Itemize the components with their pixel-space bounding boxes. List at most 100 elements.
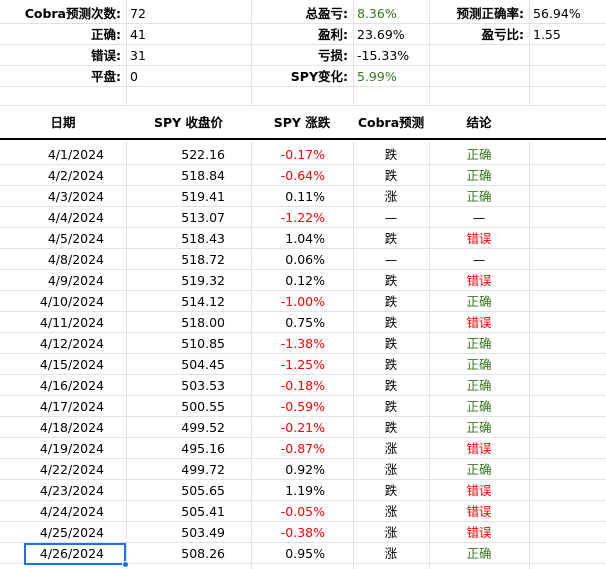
cell-spy-close[interactable]: 508.26 (181, 546, 225, 561)
cell-date[interactable]: 4/22/2024 (39, 462, 104, 477)
cell-date[interactable]: 4/3/2024 (47, 189, 104, 204)
total-pnl-value[interactable]: 8.36% (357, 6, 397, 21)
cell-date[interactable]: 4/15/2024 (39, 357, 104, 372)
cell-spy-close[interactable]: 518.72 (181, 252, 225, 267)
cell-date[interactable]: 4/16/2024 (39, 378, 104, 393)
cell-date[interactable]: 4/1/2024 (47, 147, 104, 162)
cell-date[interactable]: 4/8/2024 (47, 252, 104, 267)
cell-spy-change[interactable]: -0.87% (280, 441, 325, 456)
header-conclusion[interactable]: 结论 (466, 115, 492, 130)
empty-row[interactable] (0, 87, 606, 106)
cell-cobra-prediction[interactable]: 涨 (384, 525, 398, 540)
total-pnl-label[interactable]: 总盈亏: (305, 6, 349, 21)
cell-spy-close[interactable]: 519.41 (181, 189, 225, 204)
cell-conclusion[interactable]: 正确 (466, 546, 492, 561)
cell-spy-close[interactable]: 503.49 (181, 525, 225, 540)
cell-cobra-prediction[interactable]: 跌 (384, 315, 398, 330)
cell-cobra-prediction[interactable]: 涨 (384, 546, 398, 561)
cell-date[interactable]: 4/2/2024 (47, 168, 104, 183)
cell-conclusion[interactable]: 正确 (466, 168, 492, 183)
cell-date[interactable]: 4/24/2024 (39, 504, 104, 519)
cell-date[interactable]: 4/17/2024 (39, 399, 104, 414)
cell-conclusion[interactable]: 错误 (466, 315, 492, 330)
wrong-label[interactable]: 错误: (91, 48, 121, 63)
cell-spy-change[interactable]: -0.38% (280, 525, 325, 540)
accuracy-label[interactable]: 预测正确率: (456, 6, 525, 21)
cell-spy-close[interactable]: 518.00 (181, 315, 225, 330)
cell-spy-change[interactable]: 1.19% (285, 483, 325, 498)
cell-spy-change[interactable]: -0.59% (280, 399, 325, 414)
accuracy-value[interactable]: 56.94% (533, 6, 581, 21)
cell-spy-change[interactable]: 0.95% (285, 546, 325, 561)
cell-spy-close[interactable]: 505.41 (181, 504, 225, 519)
predictions-label[interactable]: Cobra预测次数: (24, 6, 121, 21)
loss-label[interactable]: 亏损: (318, 48, 348, 63)
spy-change-value[interactable]: 5.99% (357, 69, 397, 84)
cell-cobra-prediction[interactable]: 跌 (384, 336, 398, 351)
cell-conclusion[interactable]: 错误 (466, 504, 492, 519)
cell-conclusion[interactable]: 正确 (466, 294, 492, 309)
cell-date[interactable]: 4/11/2024 (39, 315, 104, 330)
cell-cobra-prediction[interactable]: — (384, 252, 398, 267)
cell-spy-close[interactable]: 510.85 (181, 336, 225, 351)
cell-spy-close[interactable]: 519.32 (181, 273, 225, 288)
cell-spy-close[interactable]: 503.53 (181, 378, 225, 393)
cell-spy-change[interactable]: 0.06% (285, 252, 325, 267)
cell-cobra-prediction[interactable]: 涨 (384, 189, 398, 204)
cell-conclusion[interactable]: — (472, 252, 486, 267)
cell-conclusion[interactable]: 错误 (466, 441, 492, 456)
cell-spy-change[interactable]: 0.12% (285, 273, 325, 288)
cell-date[interactable]: 4/26/2024 (39, 546, 104, 561)
cell-spy-change[interactable]: 1.04% (285, 231, 325, 246)
cell-spy-close[interactable]: 518.43 (181, 231, 225, 246)
cell-spy-change[interactable]: -0.18% (280, 378, 325, 393)
cell-cobra-prediction[interactable]: 跌 (384, 168, 398, 183)
cell-cobra-prediction[interactable]: 跌 (384, 294, 398, 309)
cell-cobra-prediction[interactable]: 跌 (384, 399, 398, 414)
fill-handle[interactable] (122, 561, 129, 568)
header-cobra-prediction[interactable]: Cobra预测 (357, 115, 425, 130)
cell-conclusion[interactable]: 正确 (466, 336, 492, 351)
cell-date[interactable]: 4/25/2024 (39, 525, 104, 540)
cell-cobra-prediction[interactable]: 跌 (384, 357, 398, 372)
cell-date[interactable]: 4/10/2024 (39, 294, 104, 309)
flat-value[interactable]: 0 (130, 69, 138, 84)
cell-cobra-prediction[interactable]: 跌 (384, 378, 398, 393)
cell-conclusion[interactable]: 正确 (466, 462, 492, 477)
cell-conclusion[interactable]: — (472, 210, 486, 225)
cell-cobra-prediction[interactable]: 跌 (384, 483, 398, 498)
cell-conclusion[interactable]: 错误 (466, 525, 492, 540)
cell-spy-change[interactable]: -0.64% (280, 168, 325, 183)
cell-conclusion[interactable]: 正确 (466, 399, 492, 414)
spy-change-label[interactable]: SPY变化: (290, 69, 348, 84)
cell-date[interactable]: 4/5/2024 (47, 231, 104, 246)
cell-spy-close[interactable]: 514.12 (181, 294, 225, 309)
correct-label[interactable]: 正确: (91, 27, 121, 42)
cell-conclusion[interactable]: 正确 (466, 357, 492, 372)
header-spy-change[interactable]: SPY 涨跌 (273, 115, 331, 130)
cell-cobra-prediction[interactable]: 涨 (384, 462, 398, 477)
cell-date[interactable]: 4/4/2024 (47, 210, 104, 225)
header-spy-close[interactable]: SPY 收盘价 (153, 115, 224, 130)
cell-conclusion[interactable]: 正确 (466, 147, 492, 162)
loss-value[interactable]: -15.33% (357, 48, 410, 63)
cell-spy-close[interactable]: 495.16 (181, 441, 225, 456)
cell-cobra-prediction[interactable]: 涨 (384, 441, 398, 456)
profit-value[interactable]: 23.69% (357, 27, 405, 42)
cell-date[interactable]: 4/18/2024 (39, 420, 104, 435)
cell-spy-close[interactable]: 499.52 (181, 420, 225, 435)
pl-ratio-value[interactable]: 1.55 (533, 27, 561, 42)
flat-label[interactable]: 平盘: (91, 69, 121, 84)
correct-value[interactable]: 41 (130, 27, 146, 42)
cell-spy-close[interactable]: 505.65 (181, 483, 225, 498)
cell-conclusion[interactable]: 错误 (466, 231, 492, 246)
pl-ratio-label[interactable]: 盈亏比: (481, 27, 525, 42)
cell-date[interactable]: 4/9/2024 (47, 273, 104, 288)
cell-spy-close[interactable]: 513.07 (181, 210, 225, 225)
cell-spy-close[interactable]: 500.55 (181, 399, 225, 414)
cell-cobra-prediction[interactable]: 涨 (384, 504, 398, 519)
profit-label[interactable]: 盈利: (318, 27, 348, 42)
cell-cobra-prediction[interactable]: 跌 (384, 231, 398, 246)
cell-spy-close[interactable]: 518.84 (181, 168, 225, 183)
cell-cobra-prediction[interactable]: 跌 (384, 147, 398, 162)
